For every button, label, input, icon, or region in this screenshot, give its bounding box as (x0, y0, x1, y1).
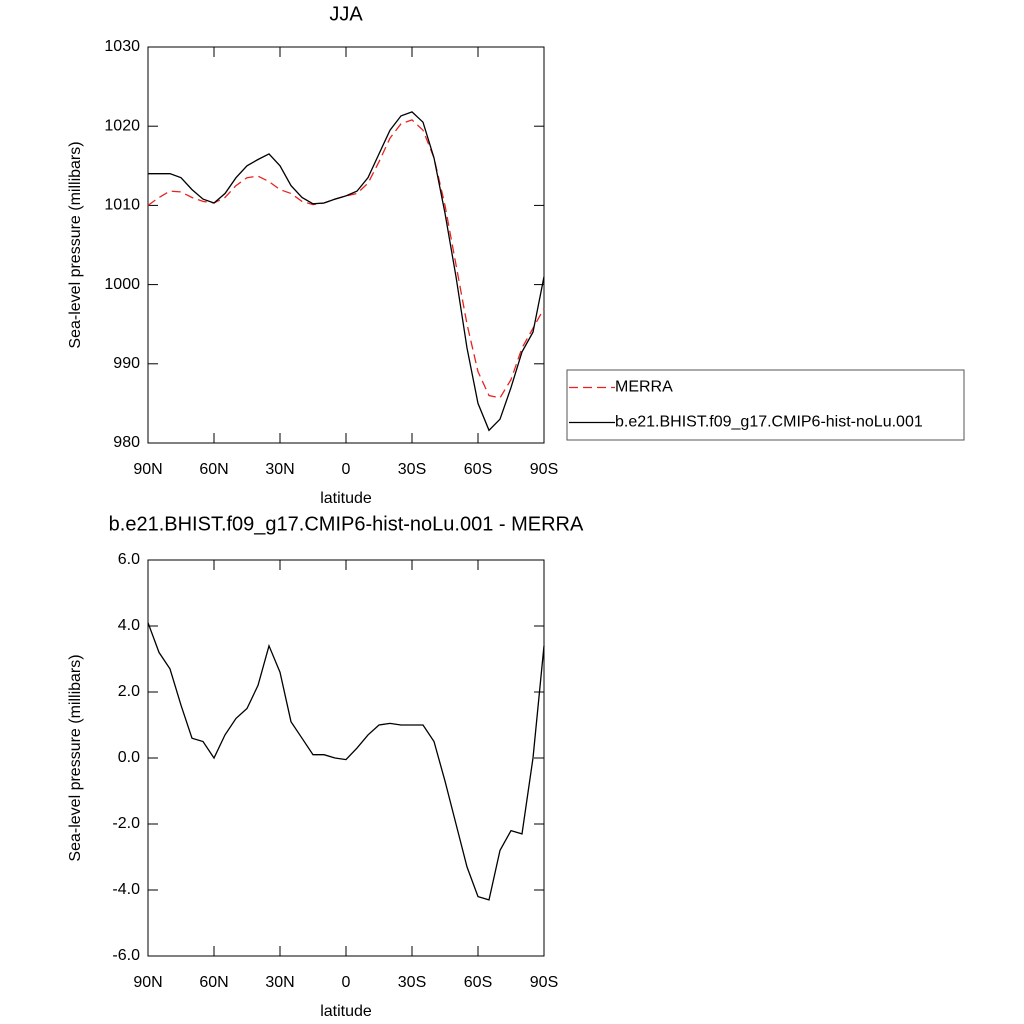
legend-box (566, 369, 965, 441)
y-tick-label: 2.0 (118, 683, 140, 700)
x-tick-label: 60N (199, 974, 228, 991)
y-tick-label: 990 (113, 355, 140, 372)
x-tick-label: 30N (265, 974, 294, 991)
x-tick-label: 30S (398, 461, 426, 478)
series-line (148, 111, 545, 432)
y-tick-label: 1020 (104, 117, 140, 134)
x-tick-label: 90S (530, 461, 558, 478)
x-tick-label: 60S (464, 974, 492, 991)
chart-title: b.e21.BHIST.f09_g17.CMIP6-hist-noLu.001 … (109, 513, 584, 535)
y-tick-label: -4.0 (112, 881, 140, 898)
x-tick-label: 60S (464, 461, 492, 478)
y-tick-label: 980 (113, 434, 140, 451)
series-line (147, 119, 545, 399)
plot-frame (147, 46, 545, 444)
y-tick-label: -2.0 (112, 815, 140, 832)
y-tick-label: 4.0 (118, 617, 140, 634)
plot-frame (147, 559, 545, 957)
y-axis-label: Sea-level pressure (millibars) (67, 654, 84, 861)
y-tick-label: 0.0 (118, 749, 140, 766)
x-tick-label: 0 (342, 974, 351, 991)
x-tick-label: 90N (133, 461, 162, 478)
x-tick-label: 90S (530, 974, 558, 991)
x-tick-label: 60N (199, 461, 228, 478)
y-tick-label: 1010 (104, 197, 140, 214)
series-line (147, 622, 545, 901)
x-tick-label: 90N (133, 974, 162, 991)
chart-title: JJA (329, 3, 363, 25)
legend-label: b.e21.BHIST.f09_g17.CMIP6-hist-noLu.001 (615, 414, 923, 431)
y-tick-label: -6.0 (112, 947, 140, 964)
x-axis-label: latitude (320, 1003, 372, 1020)
y-axis-label: Sea-level pressure (millibars) (67, 141, 84, 348)
y-tick-label: 1000 (104, 276, 140, 293)
y-tick-label: 6.0 (118, 551, 140, 568)
x-tick-label: 30N (265, 461, 294, 478)
x-tick-label: 30S (398, 974, 426, 991)
y-tick-label: 1030 (104, 38, 140, 55)
legend-label: MERRA (615, 379, 673, 396)
x-tick-label: 0 (342, 461, 351, 478)
x-axis-label: latitude (320, 490, 372, 507)
